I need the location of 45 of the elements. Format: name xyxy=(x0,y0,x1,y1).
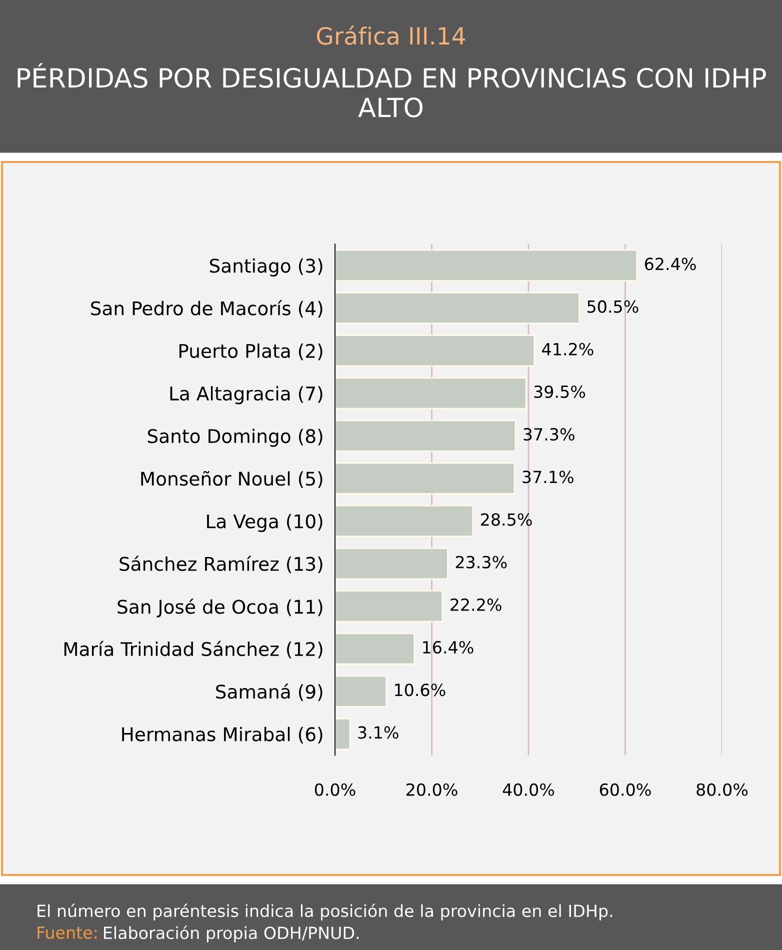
y-tick-label: Samaná (9) xyxy=(216,683,322,701)
x-tick-label: 0.0% xyxy=(314,783,356,796)
data-label: 16.4% xyxy=(423,641,474,654)
text: El número en paréntesis indica la posición de la provincia en el IDHp. xyxy=(38,904,612,920)
data-label: 37.3% xyxy=(524,428,574,441)
y-tick-label: Puerto Plata (2) xyxy=(179,344,322,360)
y-tick-label: María Trinidad Sánchez (12) xyxy=(64,640,322,658)
data-label: 39.5% xyxy=(534,385,586,398)
bar xyxy=(335,249,638,282)
data-label: 22.2% xyxy=(450,598,502,612)
y-tick-label: Sánchez Ramírez (13) xyxy=(120,556,322,574)
y-tick-label: La Vega (10) xyxy=(207,514,322,532)
bar xyxy=(335,548,448,580)
chart-subtitle: Gráfica III.14 xyxy=(316,26,466,45)
bar xyxy=(335,590,444,622)
x-tick-label: 20.0% xyxy=(406,783,458,796)
data-label: 10.6% xyxy=(395,684,446,696)
y-tick-label: San José de Ocoa (11) xyxy=(118,598,322,618)
x-tick-label: 40.0% xyxy=(502,783,554,796)
bar xyxy=(335,632,416,665)
source-note: Fuente: Elaboración propia ODH/PNUD. xyxy=(38,926,359,942)
data-label: 41.2% xyxy=(542,342,594,356)
data-label: 28.5% xyxy=(481,513,532,526)
bar xyxy=(335,675,387,708)
data-label: 37.1% xyxy=(522,470,574,484)
x-tick-label: 80.0% xyxy=(696,783,748,796)
x-tick-label: 60.0% xyxy=(600,783,651,796)
bar xyxy=(335,420,516,452)
bar xyxy=(335,718,351,750)
y-tick-label: La Altagracia (7) xyxy=(170,386,322,404)
bar xyxy=(335,504,474,538)
data-label: 3.1% xyxy=(358,726,398,739)
data-label: 23.3% xyxy=(456,556,507,568)
data-label: 62.4% xyxy=(644,258,696,270)
y-tick-label: Santiago (3) xyxy=(210,258,322,276)
bar xyxy=(335,462,516,494)
y-tick-label: Hermanas Mirabal (6) xyxy=(122,726,322,744)
y-tick-label: Santo Domingo (8) xyxy=(148,428,322,447)
y-tick-label: San Pedro de Macorís (4) xyxy=(91,300,322,318)
bar xyxy=(335,292,580,324)
bar xyxy=(335,334,535,367)
chart-title: PÉRDIDAS POR DESIGUALDAD EN PROVINCIAS CON IDHP ALTO xyxy=(18,63,766,118)
data-label: 50.5% xyxy=(588,300,638,313)
bar xyxy=(335,377,527,410)
y-tick-label: Monseñor Nouel (5) xyxy=(141,470,322,488)
